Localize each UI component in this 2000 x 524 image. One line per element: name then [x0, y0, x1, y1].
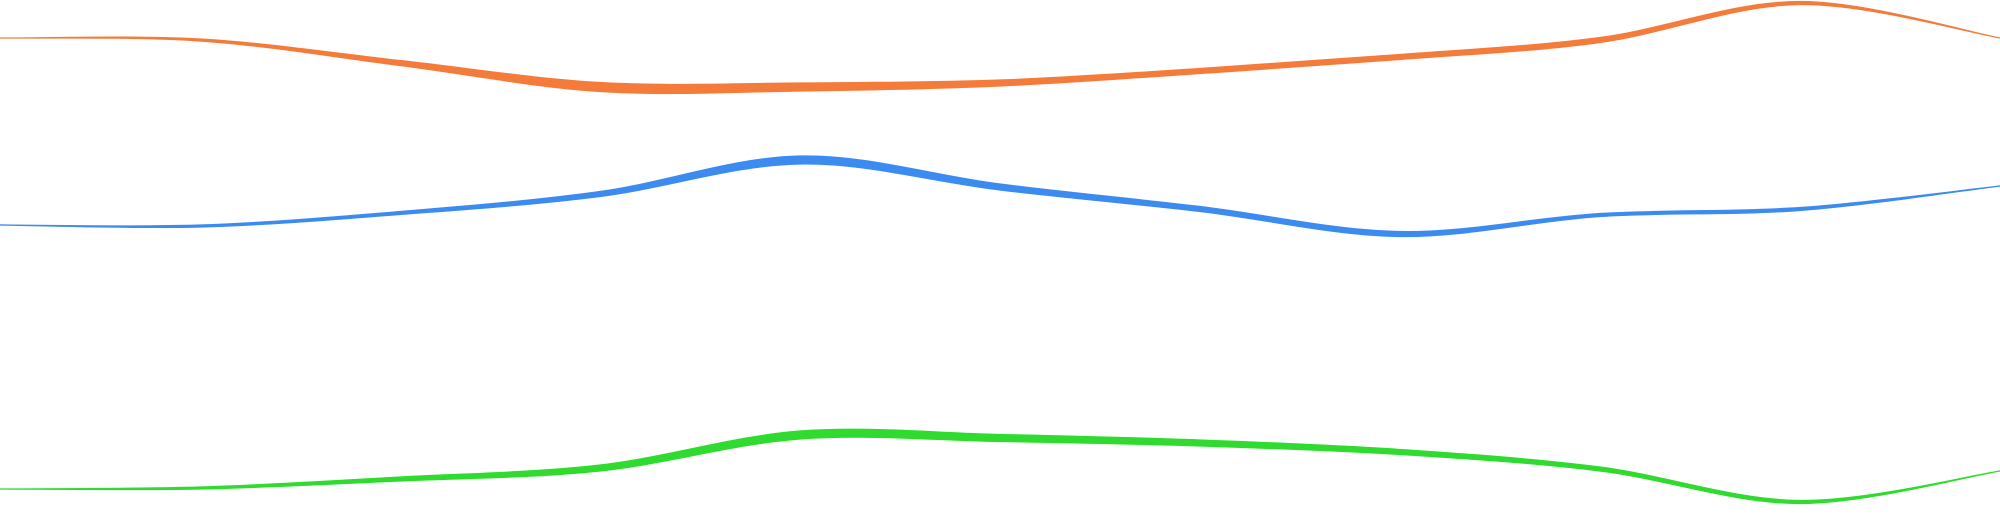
series-2-line [0, 155, 2000, 238]
series-2 [0, 155, 2000, 238]
series-1 [0, 0, 2000, 95]
series-3 [0, 428, 2000, 505]
series-3-line [0, 428, 2000, 505]
series-1-line [0, 0, 2000, 95]
series-layer [0, 0, 2000, 505]
